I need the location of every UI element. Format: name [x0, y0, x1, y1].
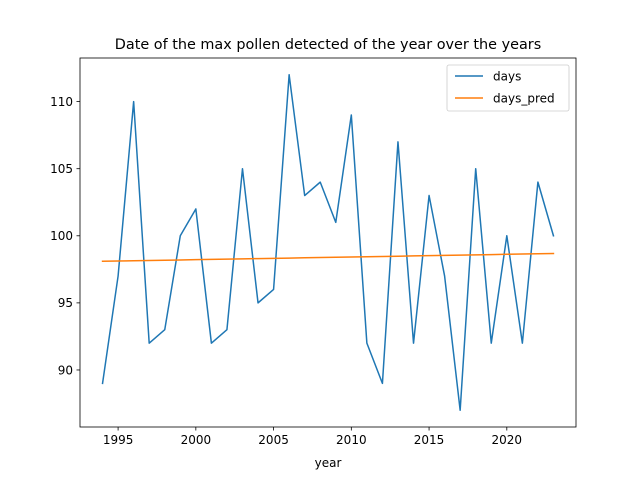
y-tick-label: 100	[50, 229, 73, 243]
x-tick-label: 2005	[258, 433, 289, 447]
legend-label-days: days	[493, 69, 521, 83]
axes-frame	[79, 57, 577, 428]
legend: days days_pred	[446, 64, 570, 112]
y-tick-label: 110	[50, 95, 73, 109]
y-tick-label: 90	[58, 363, 73, 377]
x-tick-label: 1995	[103, 433, 134, 447]
legend-label-days_pred: days_pred	[493, 91, 555, 105]
x-tick-label: 2010	[336, 433, 367, 447]
series-line-days_pred	[101, 252, 555, 263]
chart-title: Date of the max pollen detected of the y…	[115, 37, 541, 53]
y-tick-label: 95	[58, 296, 73, 310]
x-axis-label: year	[315, 456, 342, 470]
y-tick-label: 105	[50, 162, 73, 176]
series-line-days	[101, 74, 555, 411]
x-axis-ticks: 1995 2000 2005 2010 2015 2020	[103, 427, 522, 447]
x-tick-label: 2000	[181, 433, 212, 447]
x-tick-label: 2020	[492, 433, 523, 447]
plot-lines	[101, 74, 555, 411]
x-tick-label: 2015	[414, 433, 445, 447]
y-axis-ticks: 90 95 100 105 110	[50, 95, 80, 377]
